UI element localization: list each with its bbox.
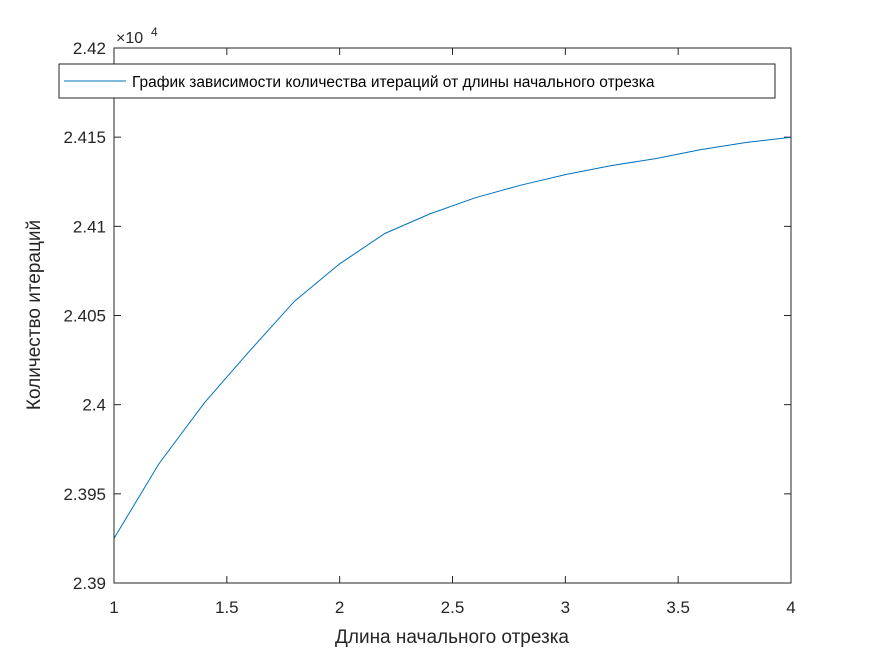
y-exponent-power: 4 xyxy=(151,25,158,39)
y-tick-label: 2.395 xyxy=(63,485,106,504)
x-tick-label: 1.5 xyxy=(215,598,239,617)
tick-labels: 1 1.5 2 2.5 3 3.5 4 2.39 2.395 2.4 2.405 2.41 2.415 2… xyxy=(63,39,795,617)
x-tick-label: 3.5 xyxy=(666,598,690,617)
y-tick-label: 2.405 xyxy=(63,307,106,326)
axes-frame xyxy=(113,47,792,584)
y-tick-label: 2.42 xyxy=(73,39,106,58)
legend[interactable]: График зависимости количества итераций о… xyxy=(58,63,776,99)
legend-entry: График зависимости количества итераций о… xyxy=(132,74,655,91)
x-tick-label: 2.5 xyxy=(441,598,465,617)
x-tick-label: 3 xyxy=(561,598,570,617)
x-tick-label: 1 xyxy=(109,598,118,617)
x-axis-label: Длина начального отрезка xyxy=(335,627,569,648)
x-tick-label: 2 xyxy=(335,598,344,617)
y-tick-label: 2.4 xyxy=(82,396,106,415)
series-line xyxy=(113,136,792,539)
y-tick-label: 2.41 xyxy=(73,217,106,236)
y-tick-label: 2.39 xyxy=(73,574,106,593)
y-exponent-base: ×10 xyxy=(116,30,143,47)
y-tick-label: 2.415 xyxy=(63,128,106,147)
plot-area xyxy=(114,48,791,583)
legend-box xyxy=(58,63,776,99)
y-exponent: ×10 4 xyxy=(116,25,158,47)
x-tick-label: 4 xyxy=(786,598,795,617)
y-axis-label: Количество итераций xyxy=(24,220,45,410)
